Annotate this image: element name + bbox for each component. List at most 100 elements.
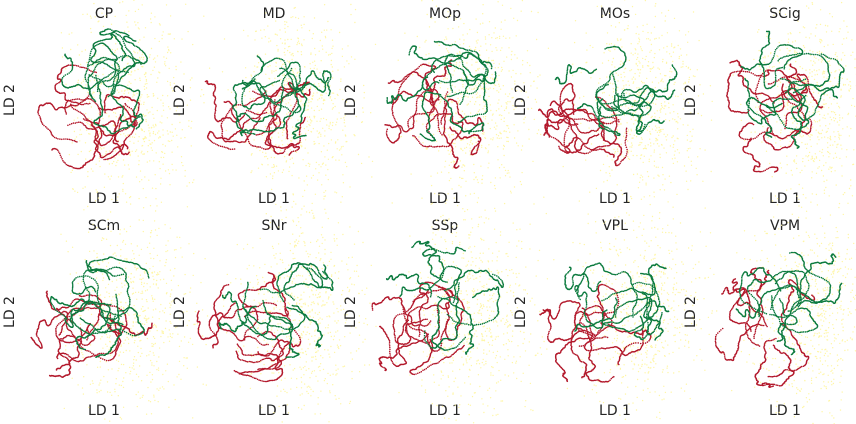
trajectory-points-green [288, 82, 308, 140]
trajectory-points-red [742, 137, 779, 173]
trajectory-points-green [242, 300, 294, 341]
trajectory-points-red [64, 97, 122, 147]
trajectory-points-red [208, 302, 278, 349]
trajectory-points-red [729, 59, 775, 104]
trajectory-points-green [286, 70, 332, 97]
subplot-title: MD [263, 6, 286, 22]
trajectory-points-green [88, 74, 144, 130]
trajectory-points-red [583, 327, 644, 357]
trajectory-points-red [538, 108, 620, 122]
x-axis-label: LD 1 [258, 191, 290, 207]
trajectory-points-green [438, 95, 485, 135]
trajectory-points-green [93, 74, 141, 135]
trajectory-points-green [85, 260, 131, 321]
trajectory-points-red [56, 307, 122, 362]
trajectory-points-red [543, 109, 620, 136]
trajectory-points-green [276, 262, 324, 302]
trajectory-points-green [633, 300, 670, 341]
trajectory-points-green [437, 295, 475, 355]
trajectory-points-green [431, 296, 467, 351]
trajectory-points-green [242, 281, 306, 331]
trajectory-points-red [570, 304, 606, 379]
trajectory-points-green [613, 94, 665, 133]
trajectory-points-green [49, 295, 112, 320]
trajectory-points-red [731, 278, 761, 347]
trajectory-points-red [51, 124, 100, 170]
subplot-scm: SCm LD 1 LD 2 [2, 187, 209, 422]
trajectory-points-red [238, 351, 284, 383]
trajectory-points-green [90, 30, 130, 74]
trajectory-points-green [740, 43, 804, 71]
trajectory-points-red [754, 337, 777, 388]
y-axis-label: LD 2 [513, 84, 529, 116]
trajectory-points-green [241, 61, 302, 104]
trajectory-points-green [620, 64, 678, 100]
subplot-cp: CP LD 1 LD 2 [2, 0, 211, 221]
trajectory-points-green [790, 94, 807, 149]
x-axis-label: LD 1 [769, 191, 801, 207]
trajectory-points-green [574, 284, 619, 326]
trajectory-points-green [640, 272, 664, 341]
trajectory-points-green [386, 76, 429, 104]
trajectory-points-yellow [391, 180, 555, 424]
trajectory-points-green [241, 67, 302, 114]
x-axis-label: LD 1 [429, 403, 461, 419]
trajectory-points-red [378, 333, 430, 372]
trajectory-points-red [387, 63, 437, 105]
x-axis-label: LD 1 [258, 403, 290, 419]
trajectory-points-red [557, 98, 615, 158]
subplot-title: VPM [770, 218, 800, 234]
trajectory-points-red [449, 126, 482, 156]
trajectory-points-green [446, 286, 501, 326]
trajectory-points-green [79, 306, 145, 337]
trajectory-points-red [544, 118, 579, 154]
trajectory-points-red [392, 289, 429, 346]
trajectory-points-red [243, 271, 290, 318]
x-axis-label: LD 1 [88, 403, 120, 419]
trajectory-points-green [777, 298, 798, 356]
trajectory-points-green [452, 269, 505, 304]
subplot-title: VPL [602, 218, 628, 234]
subplot-mos: MOs LD 1 LD 2 [513, 0, 713, 228]
trajectory-points-red [714, 323, 765, 362]
subplot-md: MD LD 1 LD 2 [172, 3, 377, 229]
trajectory-points-green [419, 91, 442, 142]
subplot-mop: MOp LD 1 LD 2 [343, 0, 560, 224]
trajectory-points-green [411, 240, 441, 279]
subplot-title: MOs [600, 6, 630, 22]
x-axis-label: LD 1 [599, 191, 631, 207]
trajectory-points-green [554, 64, 598, 85]
trajectory-points-green [260, 57, 330, 91]
trajectory-points-green [574, 292, 649, 332]
y-axis-label: LD 2 [2, 296, 18, 328]
trajectory-points-red [206, 111, 268, 151]
subplot-title: SCm [88, 218, 120, 234]
trajectory-points-yellow [56, 187, 209, 422]
trajectory-points-green [745, 96, 783, 138]
trajectory-points-red [761, 344, 795, 387]
trajectory-points-green [576, 103, 621, 137]
trajectory-points-red [55, 323, 96, 371]
trajectory-points-green [86, 256, 150, 279]
trajectory-points-green [601, 263, 667, 302]
y-axis-label: LD 2 [172, 84, 188, 116]
trajectory-points-green [422, 246, 466, 283]
trajectory-points-green [218, 305, 257, 333]
trajectory-points-green [797, 253, 837, 308]
trajectory-points-red [54, 64, 98, 106]
trajectory-points-green [792, 53, 845, 94]
trajectory-points-green [99, 28, 142, 65]
trajectory-points-green [283, 262, 329, 301]
trajectory-points-green [564, 266, 602, 293]
trajectory-points-red [738, 118, 813, 141]
y-axis-label: LD 2 [343, 296, 359, 328]
subplot-vpl: VPL LD 1 LD 2 [513, 195, 724, 420]
trajectory-points-green [239, 104, 301, 137]
trajectory-points-red [233, 330, 285, 375]
x-axis-label: LD 1 [769, 403, 801, 419]
trajectory-points-green [784, 87, 839, 121]
trajectory-points-green [291, 304, 324, 348]
trajectory-points-green [575, 262, 639, 318]
